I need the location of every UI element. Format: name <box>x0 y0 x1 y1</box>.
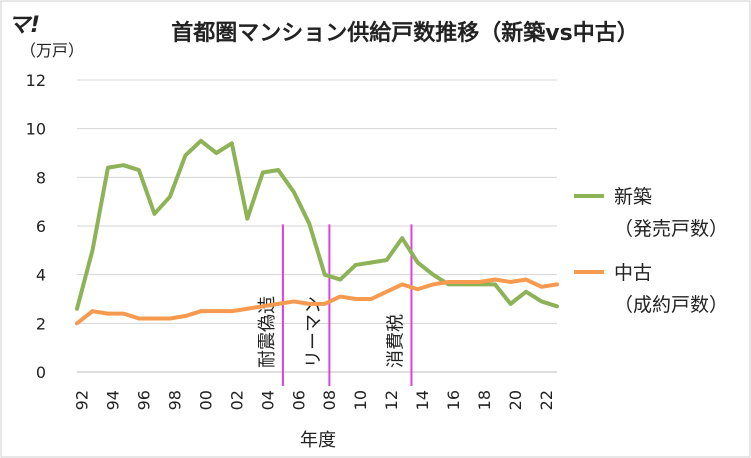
y-tick-label: 10 <box>26 120 46 139</box>
legend-label: （成約戸数） <box>614 294 728 316</box>
series-lines <box>75 138 559 326</box>
y-tick-label: 0 <box>36 363 46 382</box>
legend-label: （発売戸数） <box>614 218 728 240</box>
y-tick-labels: 0 2 4 6 8 10 12 <box>26 71 46 382</box>
legend: 新築 （発売戸数） 中古 （成約戸数） <box>574 186 728 316</box>
series-line <box>75 138 559 311</box>
x-tick-label: 22 <box>537 390 556 410</box>
x-tick-label: 04 <box>258 390 277 410</box>
y-tick-label: 6 <box>36 217 46 236</box>
y-tick-label: 2 <box>36 314 46 333</box>
x-tick-label: 18 <box>475 390 494 410</box>
x-tick-label: 10 <box>351 390 370 410</box>
x-tick-label: 02 <box>227 390 246 410</box>
grid-lines <box>77 79 557 373</box>
x-tick-label: 92 <box>73 390 92 410</box>
y-tick-label: 12 <box>26 71 46 90</box>
x-tick-label: 96 <box>134 390 153 410</box>
x-tick-label: 00 <box>196 390 215 410</box>
x-tick-label: 14 <box>413 390 432 410</box>
annotation-label: リーマン <box>303 296 324 368</box>
x-tick-label: 12 <box>382 390 401 410</box>
x-tick-label: 16 <box>444 390 463 410</box>
x-tick-label: 98 <box>165 390 184 410</box>
x-tick-label: 06 <box>289 390 308 410</box>
x-axis-label: 年度 <box>300 430 336 451</box>
logo-mark: マ! <box>8 13 40 38</box>
y-axis-label: （万戸） <box>20 41 84 60</box>
annotation-label: 消費税 <box>385 314 406 368</box>
y-tick-label: 4 <box>36 266 46 285</box>
x-tick-label: 08 <box>320 390 339 410</box>
x-tick-label: 94 <box>103 390 122 410</box>
legend-label: 中古 <box>614 262 652 284</box>
chart-title: 首都圏マンション供給戸数推移（新築vs中古） <box>171 20 638 46</box>
annotation-label: 耐震偽造 <box>257 296 278 368</box>
series-line <box>75 277 559 326</box>
legend-label: 新築 <box>614 186 652 208</box>
y-tick-label: 8 <box>36 168 46 187</box>
x-tick-labels: 92 94 96 98 00 02 04 06 08 10 12 14 16 18 20 22 <box>73 390 557 410</box>
x-tick-label: 20 <box>506 390 525 410</box>
